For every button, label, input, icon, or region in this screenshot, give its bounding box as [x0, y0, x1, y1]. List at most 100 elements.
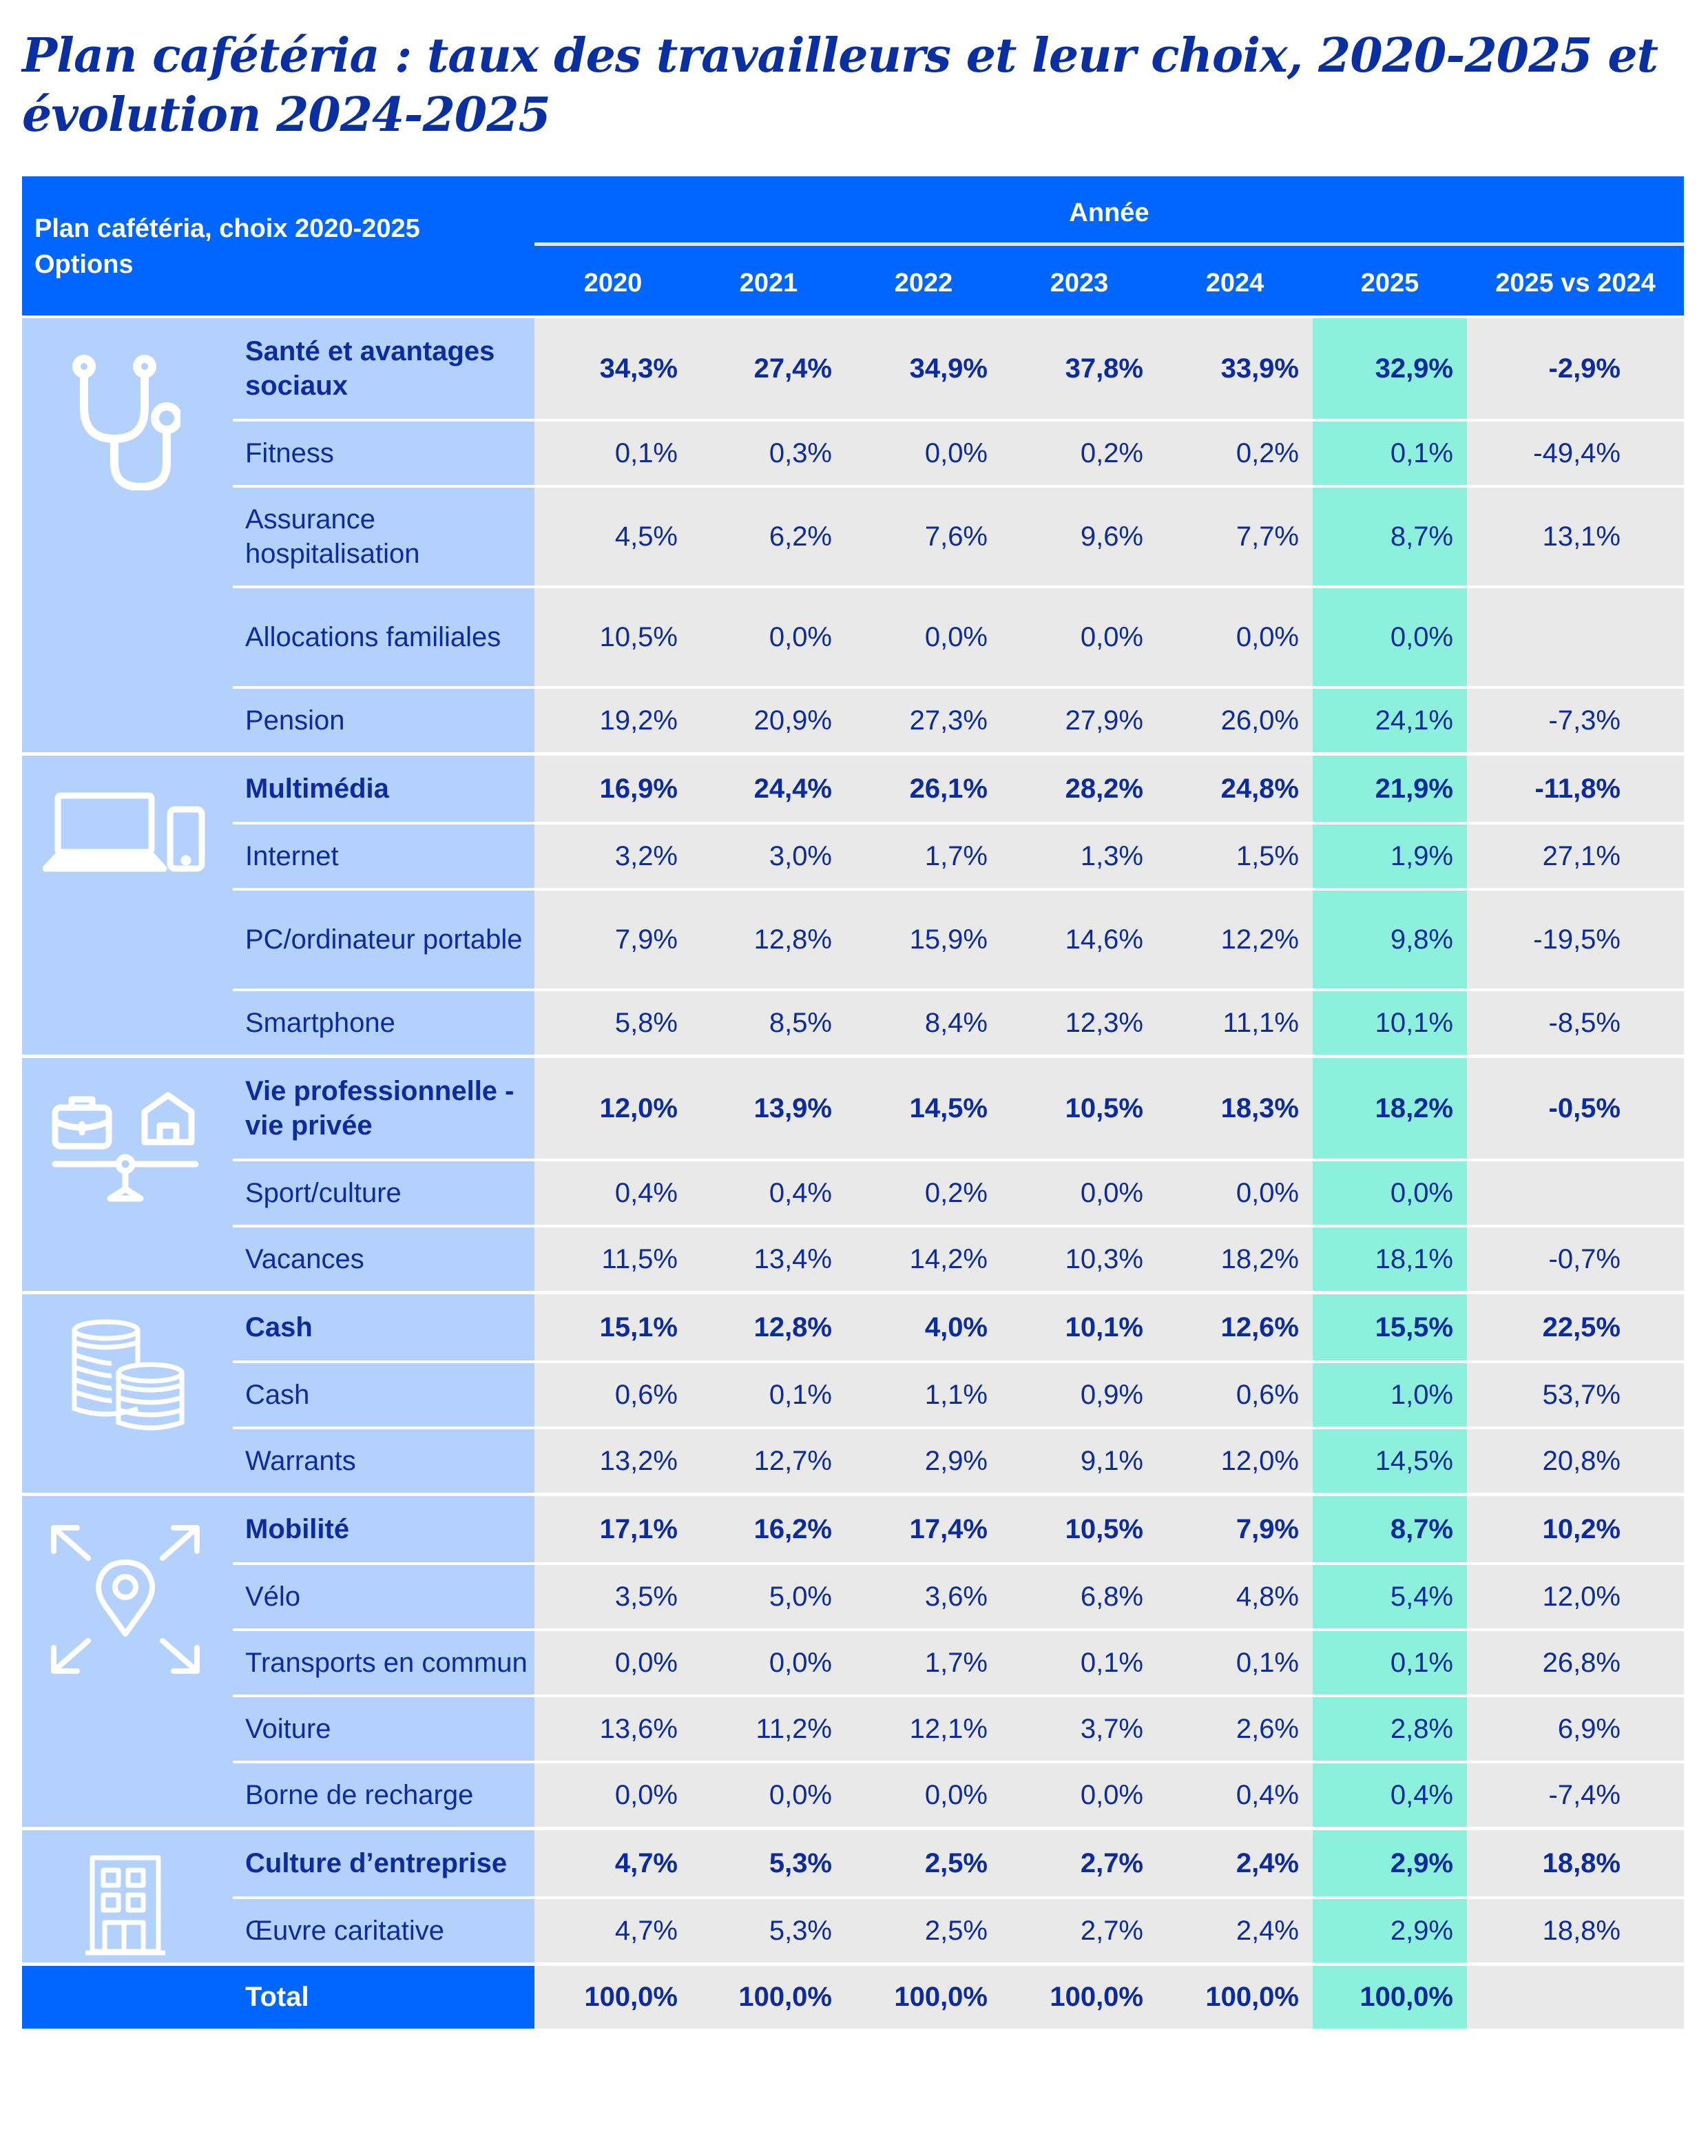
value-cell: 8,4%: [846, 991, 1001, 1055]
value-cell: 13,4%: [691, 1227, 846, 1291]
value-cell: 0,0%: [691, 1763, 846, 1827]
table-row: Smartphone 5,8% 8,5% 8,4% 12,3% 11,1% 10,1% -8,…: [233, 988, 1684, 1055]
value-cell: 7,9%: [1157, 1496, 1313, 1562]
value-cell: 3,2%: [534, 825, 691, 888]
value-cell: 21,9%: [1313, 756, 1467, 822]
value-cell: 3,6%: [846, 1565, 1001, 1628]
value-cell: 0,1%: [691, 1363, 846, 1427]
value-cell: 3,5%: [534, 1565, 691, 1628]
category-total-row: Santé et avantages sociaux 34,3% 27,4% 34,9…: [233, 318, 1684, 419]
value-cell: 0,2%: [1157, 422, 1313, 485]
category-total-row: Mobilité 17,1% 16,2% 17,4% 10,5% 7,9% 8,7% 10,2…: [233, 1496, 1684, 1562]
table-row: Sport/culture 0,4% 0,4% 0,2% 0,0% 0,0% 0,0%: [233, 1159, 1684, 1225]
header-divider: [534, 242, 1684, 246]
change-cell: -0,7%: [1467, 1227, 1684, 1291]
value-cell: 26,0%: [1157, 689, 1313, 752]
value-cell: 18,2%: [1313, 1058, 1467, 1159]
column-header: 2020: [583, 269, 643, 298]
total-cell: 100,0%: [691, 1966, 846, 2029]
value-cell: 27,9%: [1001, 689, 1157, 752]
table-row: Pension 19,2% 20,9% 27,3% 27,9% 26,0% 24,1% -7,…: [233, 686, 1684, 752]
option-name: Cash: [233, 1294, 534, 1360]
value-cell: 3,0%: [691, 825, 846, 888]
table-header: Plan cafétéria, choix 2020-2025 Options …: [22, 176, 1684, 315]
value-cell: 11,2%: [691, 1697, 846, 1761]
column-header: 2025: [1360, 269, 1419, 298]
change-cell: 18,8%: [1467, 1830, 1684, 1896]
value-cell: 34,3%: [534, 318, 691, 419]
header-group-label: Année: [1069, 198, 1149, 227]
change-cell: 12,0%: [1467, 1565, 1684, 1628]
option-name: Culture d’entreprise: [233, 1830, 534, 1896]
option-name: Mobilité: [233, 1496, 534, 1562]
value-cell: 6,8%: [1001, 1565, 1157, 1628]
value-cell: 10,5%: [1001, 1058, 1157, 1159]
change-cell: 53,7%: [1467, 1363, 1684, 1427]
value-cell: 12,2%: [1157, 891, 1313, 988]
value-cell: 26,1%: [846, 756, 1001, 822]
value-cell: 13,9%: [691, 1058, 846, 1159]
value-cell: 32,9%: [1313, 318, 1467, 419]
value-cell: 0,0%: [534, 1631, 691, 1694]
value-cell: 13,2%: [534, 1429, 691, 1493]
value-cell: 0,2%: [846, 1161, 1001, 1225]
header-label-line1: Plan cafétéria, choix 2020-2025: [34, 214, 420, 243]
option-name: Vie professionnelle - vie privée: [233, 1058, 534, 1159]
value-cell: 2,5%: [846, 1899, 1001, 1962]
value-cell: 1,9%: [1313, 825, 1467, 888]
value-cell: 9,8%: [1313, 891, 1467, 988]
value-cell: 12,0%: [1157, 1429, 1313, 1493]
value-cell: 7,7%: [1157, 488, 1313, 585]
value-cell: 19,2%: [534, 689, 691, 752]
category-total-row: Vie professionnelle - vie privée 12,0% 13,…: [233, 1058, 1684, 1159]
option-name: Voiture: [233, 1697, 534, 1761]
category-section: Culture d’entreprise 4,7% 5,3% 2,5% 2,7% 2,4%…: [22, 1830, 1684, 1962]
value-cell: 0,0%: [534, 1763, 691, 1827]
change-cell: -2,9%: [1467, 318, 1684, 419]
table-row: Borne de recharge 0,0% 0,0% 0,0% 0,0% 0,4% 0,4…: [233, 1761, 1684, 1827]
value-cell: 4,7%: [534, 1899, 691, 1962]
value-cell: 7,9%: [534, 891, 691, 988]
value-cell: 0,0%: [1313, 1161, 1467, 1225]
value-cell: 5,3%: [691, 1899, 846, 1962]
category-rows: Multimédia 16,9% 24,4% 26,1% 28,2% 24,8% 21,9%…: [233, 756, 1684, 1055]
value-cell: 0,0%: [846, 1763, 1001, 1827]
header-years: 2020 2021 2022 2023 2024 2025 2025 vs 20…: [534, 266, 1684, 300]
category-rows: Vie professionnelle - vie privée 12,0% 13,…: [233, 1058, 1684, 1291]
option-name: Assurance hospitalisation: [233, 488, 534, 585]
value-cell: 5,3%: [691, 1830, 846, 1896]
total-cell: 100,0%: [534, 1966, 691, 2029]
value-cell: 9,6%: [1001, 488, 1157, 585]
table-row: Voiture 13,6% 11,2% 12,1% 3,7% 2,6% 2,8% 6,9%: [233, 1694, 1684, 1761]
change-cell: -8,5%: [1467, 991, 1684, 1055]
category-section: Vie professionnelle - vie privée 12,0% 13,…: [22, 1058, 1684, 1294]
value-cell: 0,0%: [1157, 588, 1313, 686]
category-rows: Culture d’entreprise 4,7% 5,3% 2,5% 2,7% 2,4%…: [233, 1830, 1684, 1962]
value-cell: 15,5%: [1313, 1294, 1467, 1360]
table-row: PC/ordinateur portable 7,9% 12,8% 15,9% 14,6…: [233, 888, 1684, 988]
page-title: Plan cafétéria : taux des travailleurs e…: [22, 28, 1658, 143]
value-cell: 2,5%: [846, 1830, 1001, 1896]
category-rows: Mobilité 17,1% 16,2% 17,4% 10,5% 7,9% 8,7% 10,2…: [233, 1496, 1684, 1827]
value-cell: 1,1%: [846, 1363, 1001, 1427]
value-cell: 0,9%: [1001, 1363, 1157, 1427]
change-cell: 22,5%: [1467, 1294, 1684, 1360]
value-cell: 2,9%: [846, 1429, 1001, 1493]
value-cell: 10,5%: [1001, 1496, 1157, 1562]
value-cell: 0,4%: [534, 1161, 691, 1225]
value-cell: 5,4%: [1313, 1565, 1467, 1628]
value-cell: 2,7%: [1001, 1899, 1157, 1962]
value-cell: 11,5%: [534, 1227, 691, 1291]
value-cell: 14,2%: [846, 1227, 1001, 1291]
change-cell: -49,4%: [1467, 422, 1684, 485]
value-cell: 12,0%: [534, 1058, 691, 1159]
value-cell: 2,7%: [1001, 1830, 1157, 1896]
option-name: Internet: [233, 825, 534, 888]
value-cell: 0,0%: [691, 588, 846, 686]
value-cell: 0,0%: [1001, 1161, 1157, 1225]
column-header: 2025 vs 2024: [1495, 269, 1656, 298]
option-name: Cash: [233, 1363, 534, 1427]
table-row: Warrants 13,2% 12,7% 2,9% 9,1% 12,0% 14,5% 20,8…: [233, 1427, 1684, 1493]
value-cell: 12,6%: [1157, 1294, 1313, 1360]
option-name: PC/ordinateur portable: [233, 891, 534, 988]
